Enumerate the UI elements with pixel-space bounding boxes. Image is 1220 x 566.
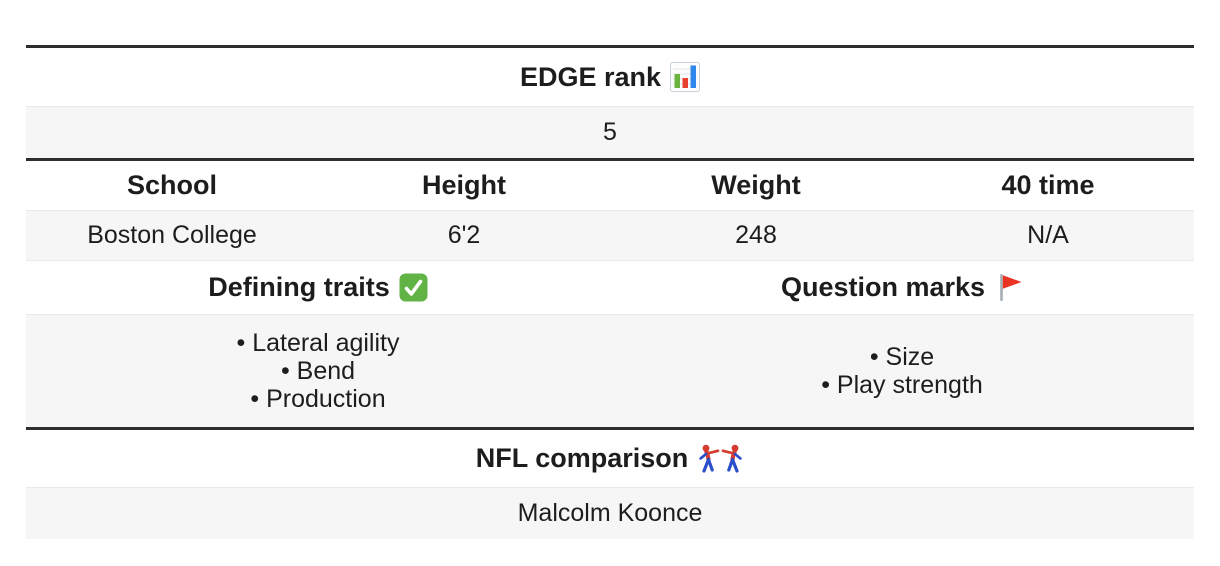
defining-traits-title: Defining traits (208, 272, 390, 302)
school-column-header: School (126, 170, 217, 200)
measurables-header-row: School Height Weight 40 time (26, 158, 1194, 210)
edge-rank-header-row: EDGE rank (26, 45, 1194, 106)
weight-value: 248 (735, 221, 777, 249)
question-marks-title: Question marks (780, 272, 986, 302)
prospect-summary-table: EDGE rank 5 School Height Weight 40 time… (26, 45, 1194, 539)
question-mark-item: Size (821, 343, 983, 371)
nfl-comparison-value-row: Malcolm Koonce (26, 487, 1194, 539)
question-marks-list-cell: Size Play strength (610, 343, 1194, 399)
bar-chart-icon (670, 62, 701, 92)
check-mark-icon (399, 273, 428, 302)
defining-traits-list-cell: Lateral agility Bend Production (26, 329, 610, 413)
nfl-comparison-value: Malcolm Koonce (517, 499, 703, 527)
question-marks-header-cell: Question marks (610, 272, 1194, 303)
traits-header-row: Defining traits Question marks (26, 260, 1194, 314)
edge-rank-title-wrap: EDGE rank (519, 61, 701, 93)
forty-time-column-header: 40 time (1001, 170, 1095, 200)
school-value: Boston College (87, 221, 257, 249)
weight-column-header: Weight (711, 170, 801, 200)
question-marks-list: Size Play strength (821, 343, 983, 399)
defining-traits-header-cell: Defining traits (26, 272, 610, 303)
nfl-comparison-title: NFL comparison (475, 443, 689, 473)
defining-trait-item: Bend (236, 357, 399, 385)
question-mark-item: Play strength (821, 371, 983, 399)
red-flag-icon (994, 272, 1023, 303)
traits-value-row: Lateral agility Bend Production Size Pla… (26, 314, 1194, 427)
spiderman-pointing-icon (697, 442, 744, 475)
edge-rank-title: EDGE rank (519, 61, 662, 92)
defining-traits-list: Lateral agility Bend Production (236, 329, 399, 413)
nfl-comparison-header-row: NFL comparison (26, 427, 1194, 487)
forty-time-value: N/A (1027, 221, 1069, 249)
height-value: 6'2 (447, 221, 481, 249)
height-column-header: Height (422, 170, 506, 200)
measurables-value-row: Boston College 6'2 248 N/A (26, 210, 1194, 260)
edge-rank-value: 5 (603, 118, 617, 146)
edge-rank-value-row: 5 (26, 106, 1194, 158)
defining-trait-item: Production (236, 385, 399, 413)
defining-trait-item: Lateral agility (236, 329, 399, 357)
